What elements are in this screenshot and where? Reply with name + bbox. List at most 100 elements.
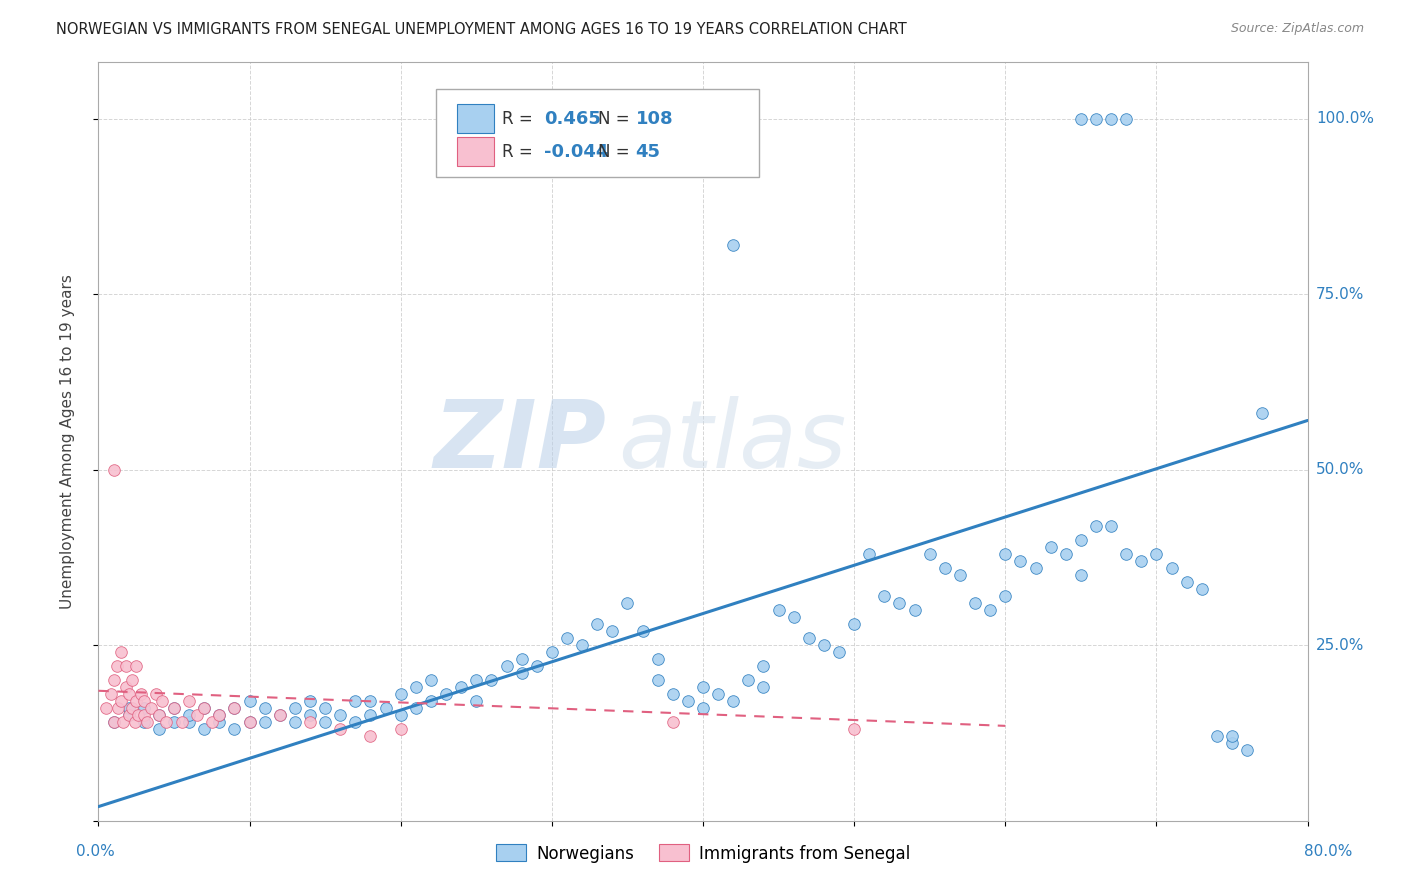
- Text: 0.0%: 0.0%: [76, 845, 115, 859]
- Point: [661, 715, 683, 730]
- Point: [844, 723, 866, 737]
- Point: [314, 715, 336, 730]
- Point: [1099, 518, 1122, 533]
- Point: [125, 694, 148, 708]
- Point: [1115, 547, 1137, 561]
- Point: [163, 701, 186, 715]
- Point: [105, 659, 128, 673]
- Text: 25.0%: 25.0%: [1316, 638, 1364, 653]
- Text: atlas: atlas: [619, 396, 846, 487]
- Text: 75.0%: 75.0%: [1316, 286, 1364, 301]
- Point: [481, 673, 503, 688]
- Point: [145, 687, 167, 701]
- Point: [132, 715, 155, 730]
- Point: [124, 715, 146, 730]
- Point: [132, 701, 155, 715]
- Legend: Norwegians, Immigrants from Senegal: Norwegians, Immigrants from Senegal: [489, 838, 917, 869]
- Point: [239, 694, 262, 708]
- Text: 50.0%: 50.0%: [1316, 462, 1364, 477]
- Point: [253, 715, 276, 730]
- Point: [389, 708, 412, 723]
- Point: [329, 723, 352, 737]
- Point: [127, 708, 149, 723]
- Point: [979, 603, 1001, 617]
- Point: [1070, 568, 1092, 582]
- Point: [768, 603, 790, 617]
- Point: [179, 708, 201, 723]
- Point: [360, 730, 382, 744]
- Point: [1054, 547, 1077, 561]
- Point: [904, 603, 927, 617]
- Text: R =: R =: [502, 110, 538, 128]
- Point: [510, 666, 533, 681]
- Point: [148, 708, 170, 723]
- Point: [148, 708, 170, 723]
- Point: [783, 610, 806, 624]
- Point: [465, 694, 488, 708]
- Point: [269, 708, 291, 723]
- Point: [1085, 518, 1108, 533]
- Point: [420, 694, 443, 708]
- Point: [201, 715, 224, 730]
- Point: [1220, 730, 1243, 744]
- Point: [1070, 112, 1092, 126]
- Point: [389, 687, 412, 701]
- Point: [994, 547, 1017, 561]
- Point: [692, 701, 714, 715]
- Text: N =: N =: [598, 143, 634, 161]
- Point: [1099, 112, 1122, 126]
- Point: [813, 638, 835, 652]
- Point: [163, 715, 186, 730]
- Point: [224, 701, 246, 715]
- Point: [647, 673, 669, 688]
- Point: [540, 645, 562, 659]
- Point: [510, 652, 533, 666]
- Text: Source: ZipAtlas.com: Source: ZipAtlas.com: [1230, 22, 1364, 36]
- Point: [132, 708, 155, 723]
- Point: [239, 715, 262, 730]
- Point: [405, 680, 427, 694]
- Point: [1070, 533, 1092, 547]
- Point: [389, 723, 412, 737]
- Point: [100, 687, 122, 701]
- Point: [118, 708, 141, 723]
- Point: [707, 687, 730, 701]
- Point: [949, 568, 972, 582]
- Point: [647, 652, 669, 666]
- Point: [107, 701, 129, 715]
- Point: [723, 694, 745, 708]
- Point: [118, 708, 141, 723]
- Point: [873, 589, 896, 603]
- Point: [889, 596, 911, 610]
- Point: [284, 701, 307, 715]
- Point: [150, 694, 173, 708]
- Point: [1160, 561, 1182, 575]
- Point: [125, 659, 148, 673]
- Point: [132, 694, 155, 708]
- Text: ZIP: ZIP: [433, 395, 606, 488]
- Text: 80.0%: 80.0%: [1305, 845, 1353, 859]
- Point: [602, 624, 624, 639]
- Point: [193, 701, 215, 715]
- Point: [360, 694, 382, 708]
- Point: [186, 708, 208, 723]
- Text: 0.465: 0.465: [544, 110, 600, 128]
- Point: [224, 723, 246, 737]
- Point: [239, 715, 262, 730]
- Point: [1206, 730, 1229, 744]
- Point: [465, 673, 488, 688]
- Point: [844, 617, 866, 632]
- Point: [965, 596, 987, 610]
- Point: [111, 715, 134, 730]
- Point: [555, 631, 578, 645]
- Point: [103, 715, 125, 730]
- Point: [110, 645, 132, 659]
- Point: [224, 701, 246, 715]
- Point: [1175, 574, 1198, 589]
- Y-axis label: Unemployment Among Ages 16 to 19 years: Unemployment Among Ages 16 to 19 years: [60, 274, 75, 609]
- Point: [676, 694, 699, 708]
- Point: [118, 701, 141, 715]
- Point: [121, 701, 143, 715]
- Point: [495, 659, 517, 673]
- Point: [526, 659, 548, 673]
